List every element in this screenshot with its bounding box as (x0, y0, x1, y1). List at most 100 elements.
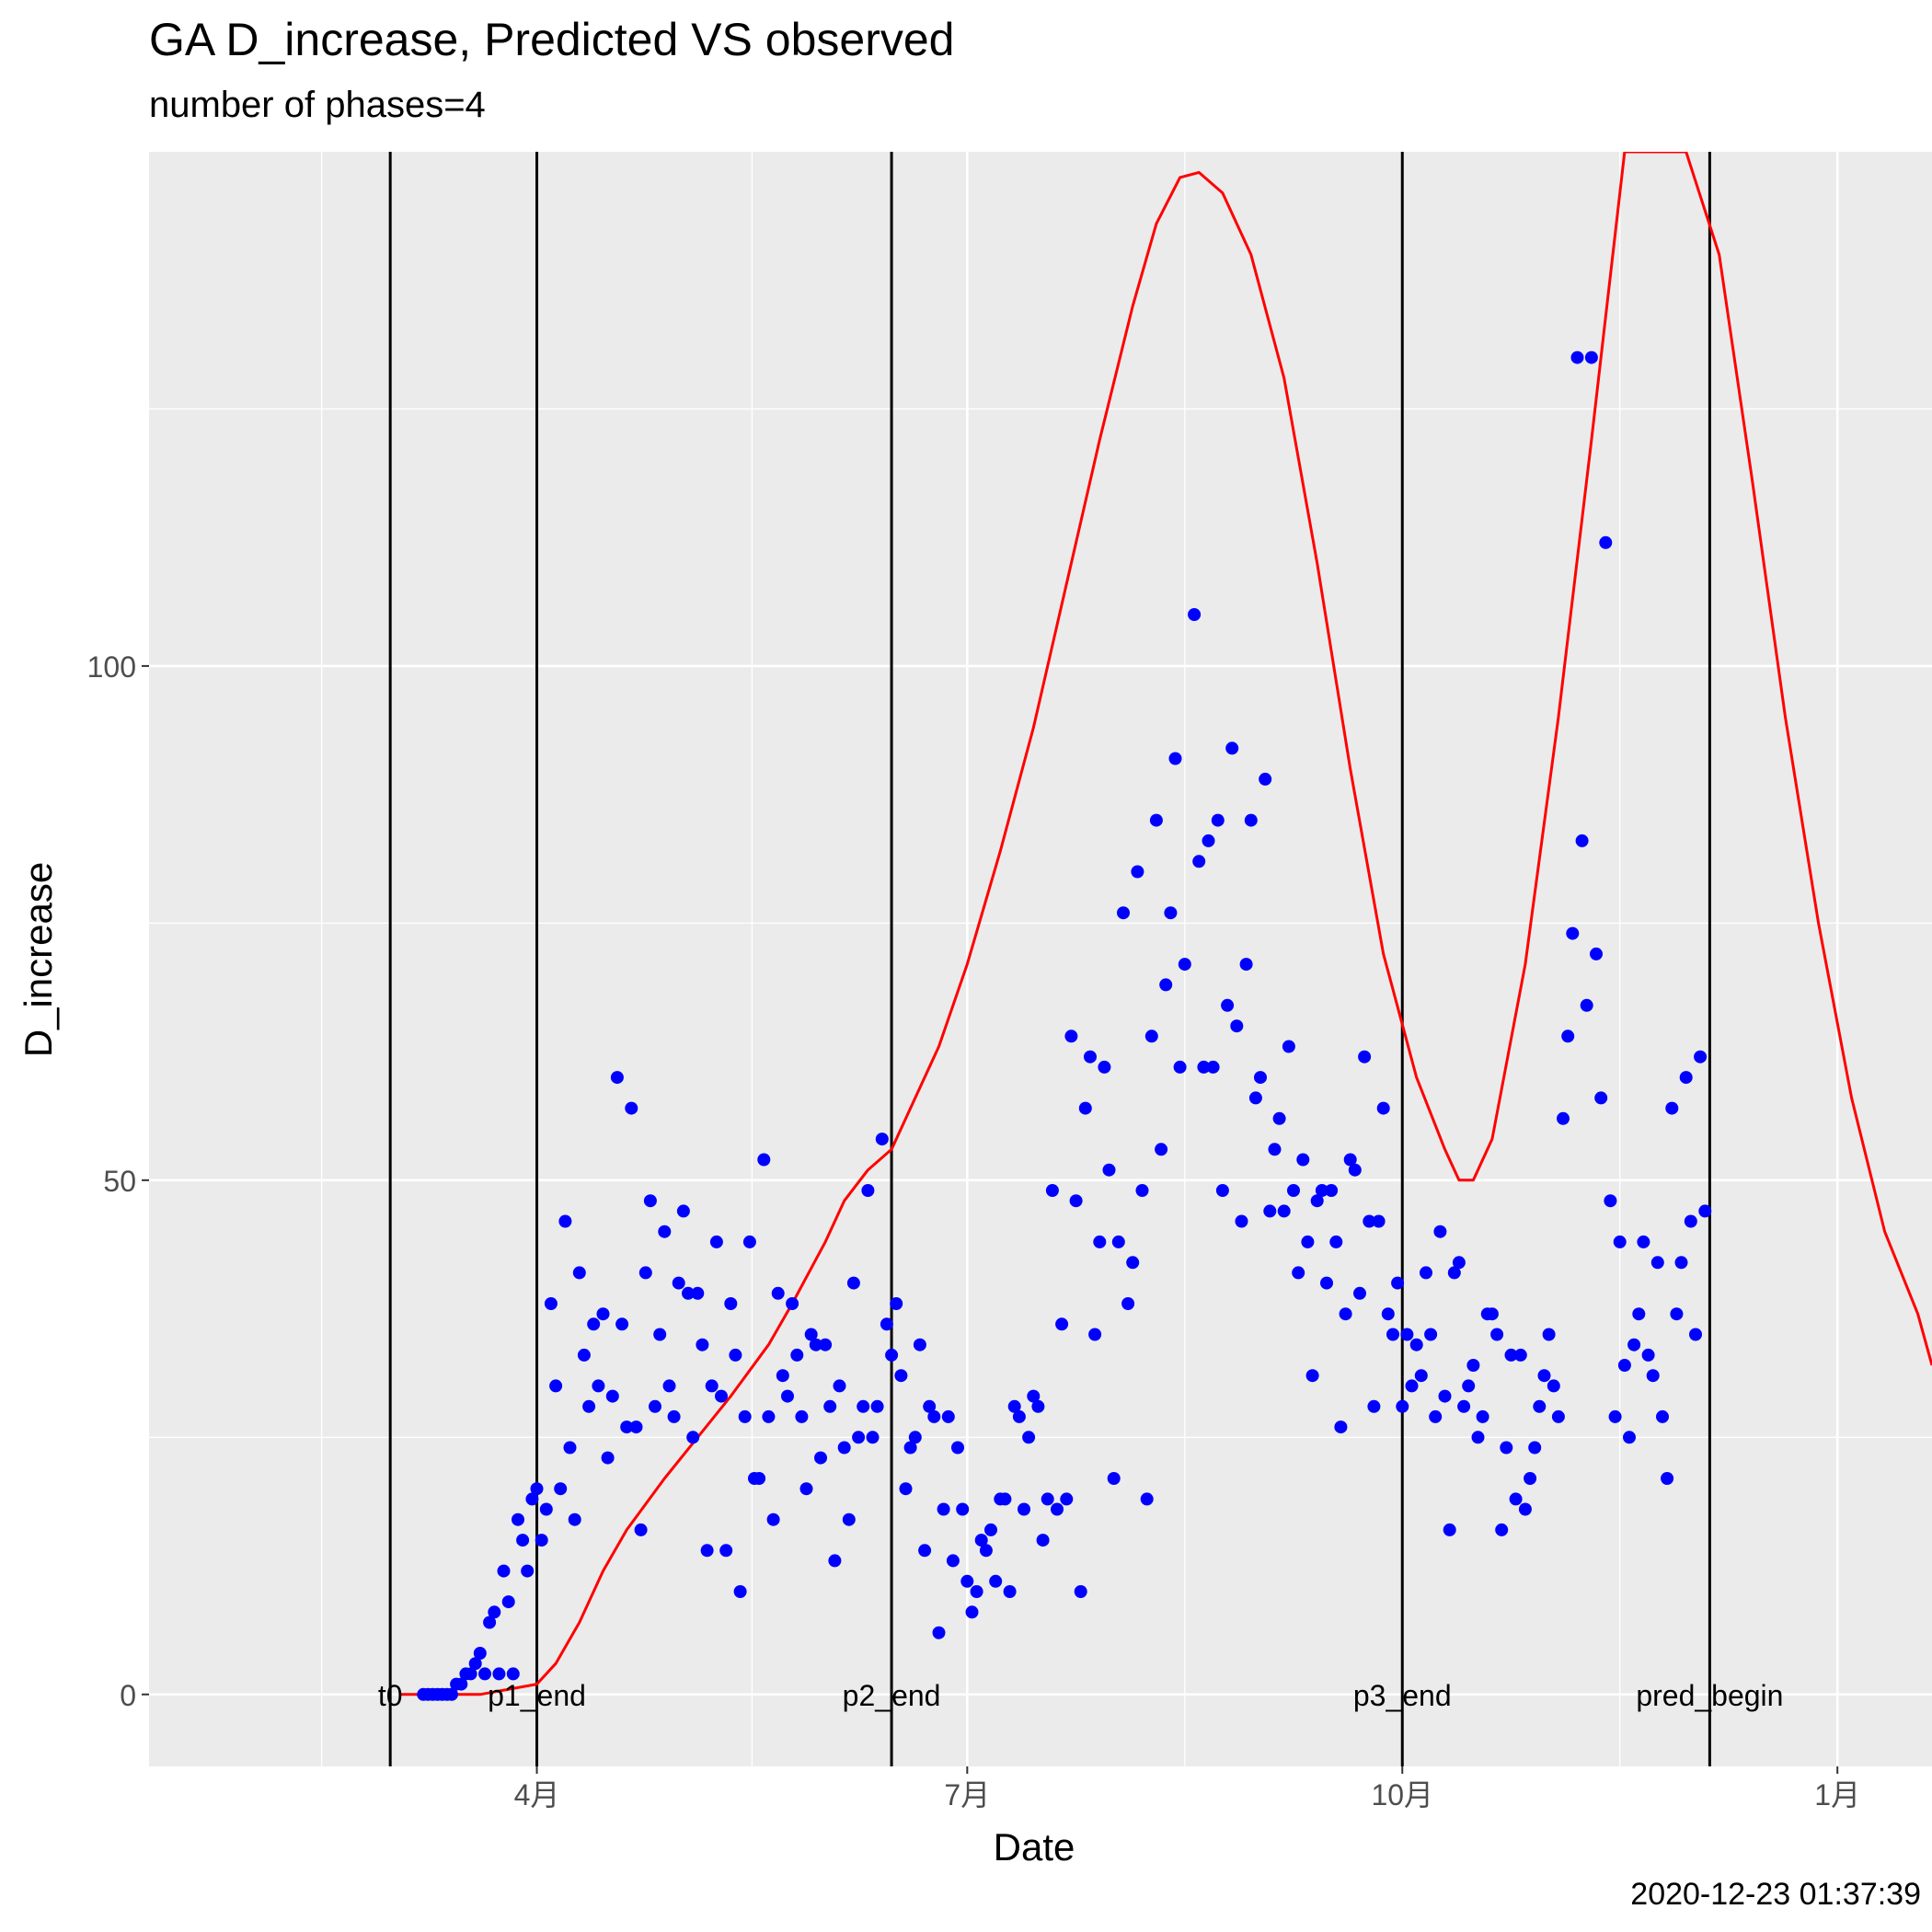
observed-point (592, 1379, 605, 1393)
observed-point (1608, 1409, 1622, 1423)
observed-point (1490, 1328, 1504, 1341)
observed-point (1381, 1307, 1395, 1321)
observed-point (956, 1502, 970, 1516)
observed-point (1566, 926, 1580, 940)
observed-point (1542, 1328, 1556, 1341)
observed-point (1443, 1523, 1456, 1536)
x-tick-label: 1月 (1814, 1778, 1860, 1811)
observed-point (819, 1338, 833, 1351)
observed-point (742, 1235, 756, 1248)
observed-point (1561, 1029, 1575, 1043)
observed-point (1197, 1060, 1211, 1074)
observed-point (464, 1667, 477, 1681)
observed-point (1320, 1276, 1333, 1290)
observed-point (478, 1667, 491, 1681)
observed-point (445, 1687, 458, 1701)
observed-point (804, 1328, 818, 1341)
observed-point (1235, 1214, 1248, 1228)
observed-point (937, 1502, 950, 1516)
observed-point (1537, 1369, 1551, 1383)
observed-point (1192, 855, 1206, 868)
observed-point (951, 1441, 964, 1455)
observed-point (1604, 1194, 1617, 1208)
observed-point (837, 1441, 851, 1455)
observed-point (809, 1338, 822, 1351)
observed-point (1661, 1472, 1674, 1485)
observed-point (1018, 1502, 1030, 1516)
observed-point (857, 1399, 870, 1413)
observed-point (1580, 998, 1593, 1012)
observed-point (1414, 1369, 1428, 1383)
observed-point (753, 1472, 766, 1485)
observed-point (620, 1420, 634, 1434)
observed-point (1164, 906, 1178, 920)
observed-point (733, 1585, 747, 1598)
observed-point (899, 1482, 913, 1496)
observed-point (521, 1564, 535, 1578)
observed-points (417, 351, 1712, 1701)
y-tick-label: 0 (120, 1679, 136, 1712)
observed-point (1144, 1029, 1158, 1043)
observed-point (842, 1512, 856, 1526)
observed-point (535, 1534, 548, 1547)
observed-point (1022, 1431, 1036, 1444)
observed-point (1452, 1256, 1466, 1270)
observed-point (1343, 1153, 1357, 1167)
observed-point (1551, 1409, 1565, 1423)
observed-point (1358, 1050, 1372, 1064)
observed-point (1424, 1328, 1438, 1341)
observed-point (885, 1348, 899, 1362)
observed-point (1500, 1441, 1513, 1455)
observed-point (1060, 1492, 1074, 1506)
predicted-curve (399, 152, 1932, 1696)
observed-point (974, 1534, 988, 1547)
observed-point (696, 1338, 709, 1351)
observed-point (1126, 1256, 1140, 1270)
observed-point (1140, 1492, 1154, 1506)
observed-point (1206, 1060, 1220, 1074)
observed-point (866, 1431, 880, 1444)
timestamp-caption: 2020-12-23 01:37:39 (1630, 1877, 1921, 1912)
observed-point (998, 1492, 1012, 1506)
observed-point (653, 1328, 667, 1341)
observed-point (615, 1317, 629, 1331)
observed-point (501, 1595, 515, 1609)
change-point-label: t0 (378, 1679, 403, 1712)
observed-point (1221, 998, 1235, 1012)
observed-point (1674, 1256, 1688, 1270)
observed-point (852, 1431, 866, 1444)
observed-point (1689, 1328, 1702, 1341)
observed-point (549, 1379, 563, 1393)
observed-point (814, 1451, 827, 1465)
observed-point (676, 1204, 690, 1218)
change-point-label: p2_end (843, 1679, 941, 1712)
observed-point (790, 1348, 804, 1362)
observed-point (1575, 834, 1589, 847)
x-tick-label: 4月 (514, 1778, 560, 1811)
observed-point (1074, 1585, 1087, 1598)
observed-point (762, 1409, 776, 1423)
observed-point (1524, 1472, 1537, 1485)
observed-point (927, 1409, 941, 1423)
observed-point (1570, 351, 1584, 364)
observed-point (1131, 865, 1144, 879)
observed-point (1396, 1399, 1409, 1413)
observed-point (1149, 813, 1163, 827)
observed-point (512, 1512, 524, 1526)
observed-point (1694, 1050, 1708, 1064)
observed-point (908, 1431, 922, 1444)
observed-point (610, 1071, 624, 1085)
observed-point (1641, 1348, 1655, 1362)
predicted-curve-group (399, 152, 1932, 1696)
observed-point (558, 1214, 572, 1228)
x-tick-label: 7月 (944, 1778, 990, 1811)
observed-point (1277, 1204, 1291, 1218)
observed-point (1334, 1420, 1348, 1434)
observed-point (776, 1369, 789, 1383)
observed-point (1098, 1060, 1111, 1074)
chart-subtitle: number of phases=4 (149, 85, 486, 125)
observed-point (1051, 1502, 1064, 1516)
observed-point (672, 1276, 685, 1290)
observed-point (1476, 1409, 1489, 1423)
observed-point (1007, 1399, 1021, 1413)
